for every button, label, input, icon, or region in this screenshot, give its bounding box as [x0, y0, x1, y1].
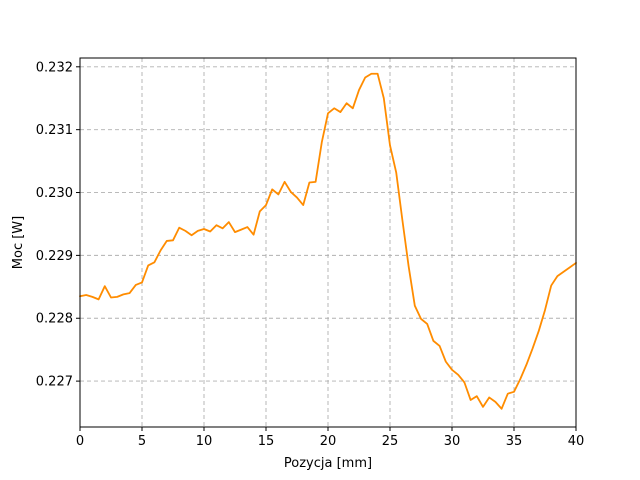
x-tick-label: 30 [444, 434, 461, 449]
series-line [79, 72, 577, 410]
y-tick-label: 0.227 [36, 375, 73, 390]
y-axis-label: Moc [W] [11, 216, 26, 269]
x-tick-label: 20 [320, 434, 337, 449]
x-tick-label: 25 [382, 434, 399, 449]
y-tick-label: 0.230 [36, 186, 73, 201]
x-tick-label: 0 [76, 434, 84, 449]
x-tick-label: 35 [506, 434, 523, 449]
y-tick-label: 0.228 [36, 312, 73, 327]
x-tick-label: 5 [138, 434, 146, 449]
x-tick-label: 40 [568, 434, 585, 449]
x-tick-label: 10 [196, 434, 213, 449]
y-tick-label: 0.232 [36, 60, 73, 75]
y-tick-label: 0.231 [36, 123, 73, 138]
x-axis-label: Pozycja [mm] [284, 456, 372, 471]
x-axis: 0 5 10 15 20 25 30 35 40 [76, 427, 584, 449]
series-layer [79, 72, 577, 410]
y-tick-label: 0.229 [36, 249, 73, 264]
y-axis: 0.227 0.228 0.229 0.230 0.231 0.232 [36, 60, 80, 390]
x-tick-label: 15 [258, 434, 275, 449]
